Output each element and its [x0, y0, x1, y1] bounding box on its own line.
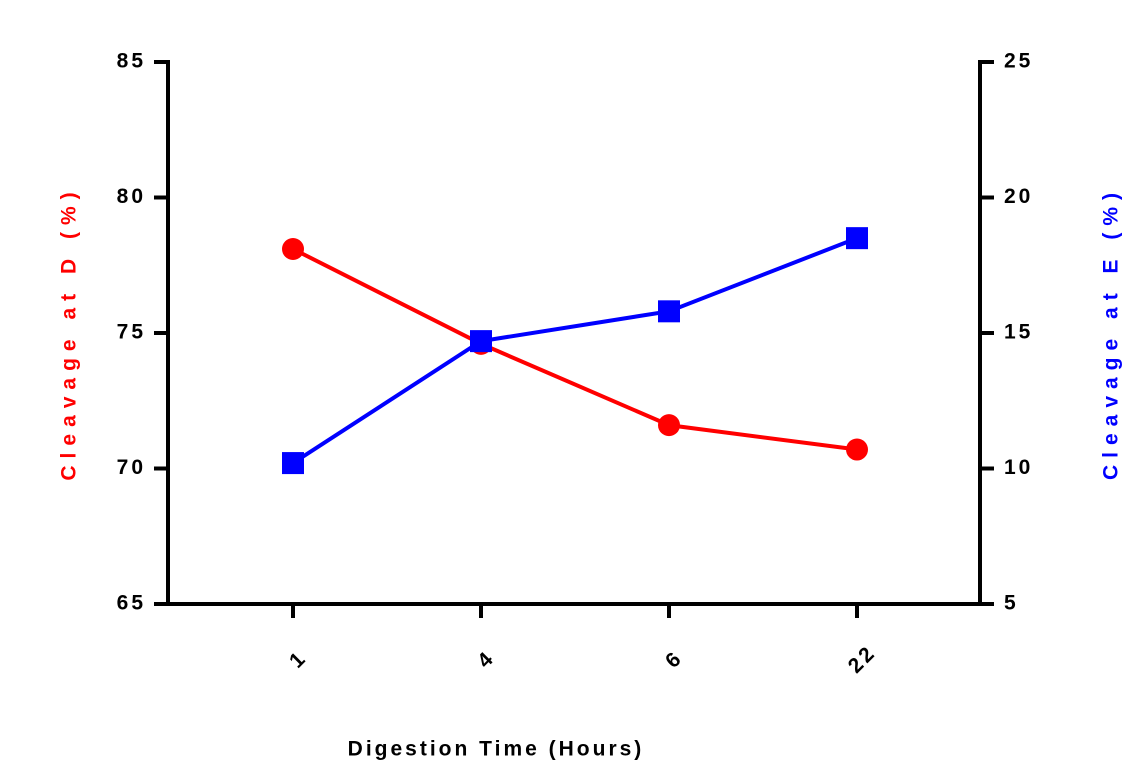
y-tick-label: 85 — [117, 50, 146, 73]
line — [292, 247, 858, 452]
x-tick-label: 4 — [473, 646, 500, 673]
y-tick-label: 70 — [117, 456, 146, 479]
y2-tick-label: 25 — [1004, 50, 1033, 73]
marker — [658, 300, 680, 323]
y2-tick-label: 10 — [1004, 456, 1033, 479]
marker — [846, 227, 868, 250]
marker — [470, 330, 492, 353]
marker — [846, 438, 868, 461]
y-tick-label: 75 — [117, 321, 146, 344]
y2-tick-label: 15 — [1004, 321, 1033, 344]
marker — [282, 452, 304, 475]
y2-axis-title: Cleavage at E (%) — [1100, 186, 1123, 480]
y2-tick-label: 20 — [1004, 185, 1033, 208]
x-tick-label: 22 — [844, 641, 881, 678]
y-axis-title: Cleavage at D (%) — [58, 185, 81, 480]
x-axis-title: Digestion Time (Hours) — [348, 738, 645, 761]
line — [291, 236, 858, 465]
y2-tick-label: 5 — [1004, 592, 1019, 615]
x-tick-label: 1 — [285, 646, 312, 673]
y-tick-label: 65 — [117, 592, 146, 615]
marker — [282, 237, 304, 260]
x-tick-label: 6 — [661, 646, 688, 673]
marker — [658, 414, 680, 437]
y-tick-label: 80 — [117, 185, 146, 208]
